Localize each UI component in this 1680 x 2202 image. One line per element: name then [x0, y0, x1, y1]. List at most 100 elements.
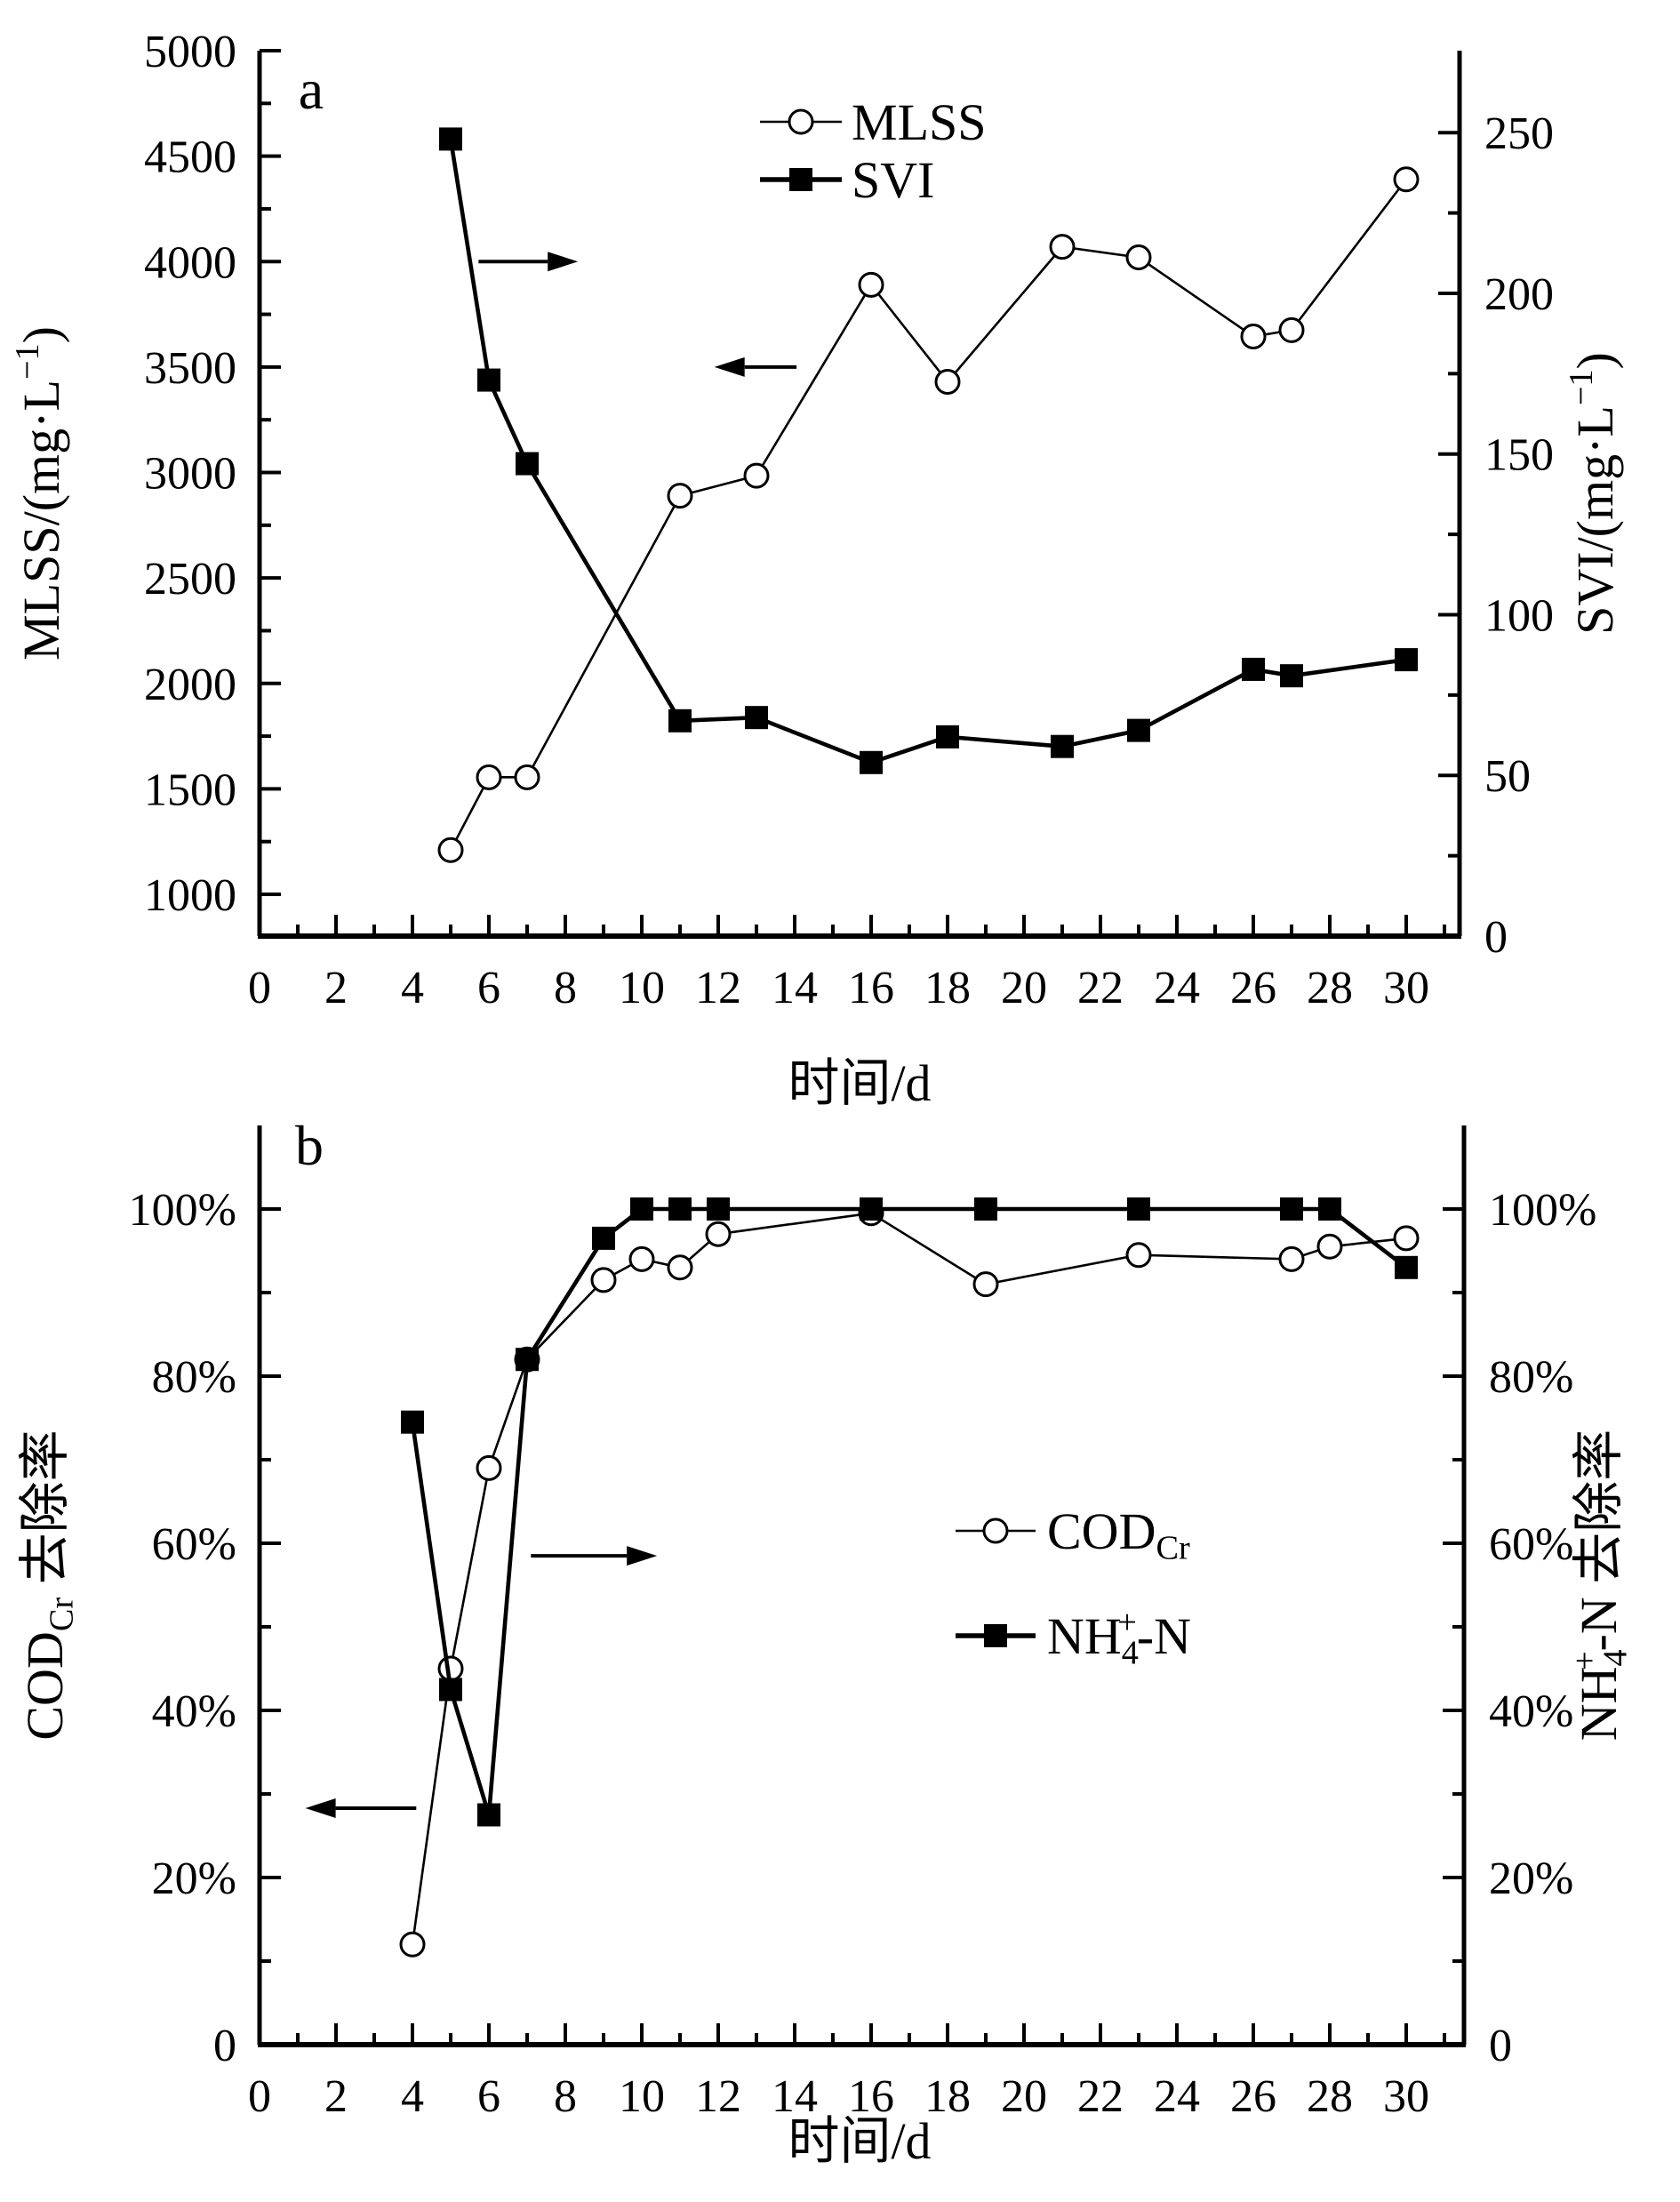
left-tick-label: 1000: [144, 870, 236, 921]
data-point-MLSS: [934, 368, 961, 395]
data-point-SVI: [439, 127, 462, 151]
data-point-COD_Cr: [972, 1271, 999, 1298]
data-point-MLSS: [1125, 244, 1152, 271]
x-tick-label: 16: [848, 963, 894, 1013]
legend-marker: [984, 1624, 1007, 1647]
right-tick-label: 50: [1484, 751, 1531, 802]
data-point-MLSS: [1278, 316, 1305, 343]
series-MLSS: [437, 166, 1420, 863]
arrow-head: [627, 1546, 658, 1566]
series-line: [410, 1206, 1408, 1817]
y-axis-title-right: NH4+-N 去除率: [1566, 1429, 1635, 1741]
data-point-NH4+-N: [439, 1678, 462, 1702]
panel-label-b: b: [295, 1114, 324, 1177]
legend-b: CODCr NH4+-N: [956, 1502, 1191, 1672]
legend-marker: [982, 1517, 1009, 1544]
x-tick-label: 10: [619, 963, 665, 1013]
data-point-COD_Cr: [1316, 1233, 1343, 1260]
left-tick-label: 20%: [152, 1854, 236, 1904]
x-axis-title: 时间/d: [788, 2112, 931, 2170]
data-point-NH4+-N: [477, 1803, 500, 1827]
data-point-NH4+-N: [974, 1197, 997, 1221]
data-point-COD_Cr: [590, 1267, 617, 1293]
x-tick-label: 30: [1383, 963, 1429, 1013]
chart-a: 0 2 4 6 8 10 12 14 16 18 20 22 24 26 28 301000150020002…: [9, 27, 1624, 1112]
x-tick-label: 14: [772, 2071, 818, 2122]
x-tick-label: 18: [924, 963, 971, 1013]
y-axis-title-left: CODCr 去除率: [16, 1429, 81, 1740]
right-tick-label: 100: [1484, 590, 1554, 641]
x-tick-label: 26: [1230, 2071, 1276, 2122]
data-point-MLSS: [1393, 166, 1420, 193]
panel-label-a: a: [299, 58, 324, 121]
legend-label: MLSS: [852, 93, 987, 151]
data-point-COD_Cr: [705, 1221, 732, 1247]
right-tick-label: 0: [1489, 2021, 1512, 2071]
data-point-COD_Cr: [1278, 1245, 1305, 1272]
data-point-COD_Cr: [399, 1931, 426, 1958]
x-tick-label: 4: [401, 963, 424, 1013]
data-point-SVI: [936, 725, 959, 749]
series-SVI: [439, 127, 1418, 774]
data-point-NH4+-N: [1280, 1197, 1303, 1221]
chart-b: 0 2 4 6 8 10 12 14 16 18 20 22 24 26 28 30020%40%60%80%…: [16, 1114, 1635, 2170]
y-axis-title-left: MLSS/(mg·L−1): [9, 326, 70, 661]
x-tick-label: 6: [477, 2071, 500, 2122]
left-tick-label: 60%: [152, 1519, 236, 1570]
data-point-MLSS: [667, 483, 693, 509]
arrow-head: [548, 252, 579, 272]
data-point-SVI: [477, 368, 500, 392]
left-tick-label: 3000: [144, 449, 236, 500]
left-tick-label: 40%: [152, 1686, 236, 1737]
x-tick-label: 22: [1077, 2071, 1124, 2122]
data-point-MLSS: [1049, 234, 1076, 260]
right-tick-label: 40%: [1489, 1686, 1573, 1737]
left-tick-label: 100%: [129, 1185, 236, 1236]
data-point-SVI: [1395, 648, 1418, 672]
x-tick-label: 0: [248, 963, 271, 1013]
right-tick-label: 80%: [1489, 1352, 1573, 1403]
data-point-SVI: [1051, 734, 1074, 758]
x-tick-label: 16: [848, 2071, 894, 2122]
arrow-head: [305, 1798, 336, 1818]
right-tick-label: 20%: [1489, 1854, 1573, 1904]
x-axis-title: 时间/d: [788, 1054, 931, 1112]
x-tick-label: 12: [695, 2071, 741, 2122]
right-tick-label: 60%: [1489, 1519, 1573, 1570]
legend-marker: [788, 108, 814, 135]
x-tick-label: 28: [1307, 963, 1353, 1013]
data-point-SVI: [1280, 664, 1303, 688]
right-tick-label: 250: [1484, 108, 1554, 159]
data-point-NH4+-N: [516, 1348, 539, 1372]
series-NH4+-N: [401, 1197, 1418, 1827]
left-tick-label: 4500: [144, 132, 236, 183]
legend-marker: [789, 168, 812, 191]
data-point-MLSS: [1240, 323, 1267, 349]
legend-label: NH4+-N: [1047, 1604, 1191, 1672]
x-tick-label: 24: [1154, 963, 1200, 1013]
data-point-SVI: [1242, 657, 1265, 681]
x-tick-label: 28: [1307, 2071, 1353, 2122]
legend-label: CODCr: [1047, 1502, 1190, 1567]
right-tick-label: 100%: [1489, 1185, 1596, 1236]
data-point-COD_Cr: [476, 1454, 502, 1481]
data-point-COD_Cr: [667, 1254, 693, 1281]
left-tick-label: 2500: [144, 554, 236, 605]
data-point-MLSS: [437, 837, 464, 863]
data-point-NH4+-N: [1395, 1255, 1418, 1279]
left-tick-label: 1500: [144, 765, 236, 815]
series-line: [411, 1212, 1407, 1945]
data-point-MLSS: [514, 764, 540, 790]
data-point-NH4+-N: [401, 1410, 424, 1434]
series-line: [449, 178, 1408, 851]
x-tick-label: 0: [248, 2071, 271, 2122]
right-tick-label: 0: [1484, 912, 1508, 963]
y-axis-title-right: SVI/(mg·L−1): [1563, 352, 1624, 635]
data-point-MLSS: [743, 462, 770, 489]
data-point-COD_Cr: [628, 1245, 655, 1272]
data-point-NH4+-N: [707, 1197, 730, 1221]
right-tick-label: 150: [1484, 430, 1554, 481]
